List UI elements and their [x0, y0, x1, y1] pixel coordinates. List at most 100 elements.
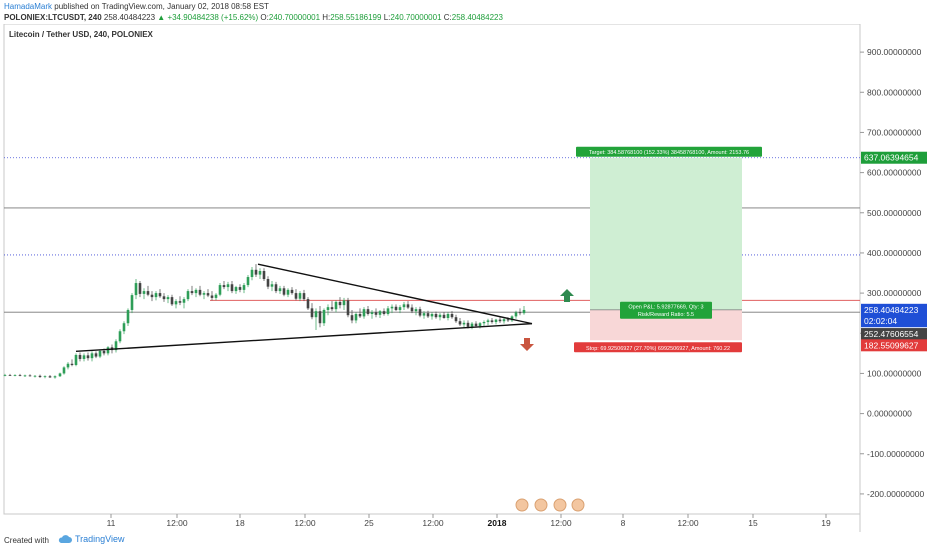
candle-body	[94, 353, 98, 357]
candle-body	[282, 288, 286, 295]
trendlines	[75, 263, 533, 353]
candle-body	[254, 269, 258, 275]
candle-body	[198, 289, 202, 295]
candle-body	[43, 376, 47, 378]
low-label: L:	[383, 13, 391, 22]
x-tick-label: 11	[107, 518, 116, 528]
candle-body	[210, 295, 214, 298]
candle-body	[230, 284, 234, 292]
arrow-up-icon	[560, 289, 574, 302]
last-price: 258.40484223	[103, 13, 156, 22]
candle-body	[146, 291, 150, 295]
candle-body	[98, 350, 102, 357]
price-label-box	[861, 328, 927, 341]
candle-body	[48, 376, 52, 378]
candle-body	[134, 283, 138, 296]
candle-body	[138, 283, 142, 294]
tradingview-brand[interactable]: TradingView	[58, 534, 125, 544]
pnl-box	[620, 301, 712, 319]
x-tick-label: 12:00	[422, 518, 444, 528]
price-chart[interactable]: Litecoin / Tether USD, 240, POLONIEX Tar…	[0, 24, 932, 532]
author-link[interactable]: HamadaMark	[4, 2, 53, 11]
candle-body	[442, 314, 446, 318]
price-change: ▲ +34.90484238 (+15.62%)	[157, 13, 259, 22]
y-tick-label: 0.00000000	[867, 409, 912, 419]
x-tick-label: 12:00	[677, 518, 699, 528]
time-axis[interactable]: 11 12:00 18 12:00 25 12:00 2018 12:00 8 12:00 15 19	[107, 514, 831, 528]
close-label: C:	[443, 13, 452, 22]
candle-body	[306, 299, 310, 309]
event-flag-icon[interactable]	[571, 498, 585, 512]
high-value: 258.55186199	[330, 13, 382, 22]
candle-body	[82, 355, 86, 359]
candles	[3, 264, 526, 379]
candle-body	[126, 309, 130, 324]
candle-body	[398, 307, 402, 310]
chart-background	[0, 24, 932, 532]
candle-body	[486, 320, 490, 323]
close-value: 258.40484223	[451, 13, 503, 22]
pnl-label: Open P&L: 5.92877669, Qty: 3	[628, 304, 703, 310]
price-label: 02:02:04	[864, 316, 897, 326]
candle-body	[23, 375, 27, 377]
candle-body	[438, 314, 442, 318]
stop-label-box	[574, 342, 742, 353]
y-tick-label: 300.00000000	[867, 288, 922, 298]
candle-body	[474, 323, 478, 327]
candle-body	[58, 373, 62, 377]
candle-body	[154, 293, 158, 298]
candle-body	[178, 301, 182, 303]
candle-body	[326, 307, 330, 310]
candle-body	[102, 350, 106, 354]
price-label: 637.06394654	[864, 153, 919, 163]
candle-body	[190, 291, 194, 294]
candle-body	[426, 313, 430, 317]
candle-body	[13, 375, 17, 376]
candle-body	[214, 294, 218, 298]
arrow-down-icon	[520, 338, 534, 351]
y-tick-label: 400.00000000	[867, 248, 922, 258]
candle-body	[446, 313, 450, 318]
candle-body	[166, 297, 170, 300]
x-tick-label: 15	[748, 518, 758, 528]
y-tick-label: -100.00000000	[867, 449, 924, 459]
candle-body	[482, 322, 486, 324]
candle-body	[182, 299, 186, 303]
cloud-logo-icon	[58, 535, 72, 543]
candle-body	[362, 309, 366, 317]
candle-body	[458, 321, 462, 325]
chart-title: Litecoin / Tether USD, 240, POLONIEX	[9, 30, 154, 39]
candle-body	[278, 288, 282, 292]
candle-body	[90, 353, 94, 359]
footer: Created with TradingView	[0, 532, 932, 550]
candle-body	[266, 279, 270, 287]
candle-body	[186, 291, 190, 300]
publish-header: HamadaMark published on TradingView.com,…	[0, 0, 932, 24]
candle-body	[250, 269, 254, 278]
open-label: O:	[260, 13, 269, 22]
candle-body	[194, 289, 198, 294]
event-flag-icon[interactable]	[515, 498, 529, 512]
candle-body	[414, 309, 418, 312]
x-tick-label: 18	[235, 518, 245, 528]
candle-body	[8, 375, 12, 376]
symbol-label: POLONIEX:LTCUSDT, 240	[4, 13, 102, 22]
event-flag-icon[interactable]	[534, 498, 548, 512]
candle-body	[202, 293, 206, 295]
event-flag-icon[interactable]	[553, 498, 567, 512]
candle-body	[258, 271, 262, 275]
candle-body	[334, 301, 338, 310]
target-label: Target: 384.58768100 (152.33%) 384587681…	[589, 150, 749, 156]
candle-body	[294, 293, 298, 299]
trendline	[257, 263, 533, 325]
candle-body	[242, 285, 246, 290]
candle-body	[494, 319, 498, 323]
candle-body	[38, 375, 42, 378]
candle-body	[238, 287, 242, 290]
candle-body	[70, 363, 74, 365]
candle-body	[514, 312, 518, 317]
candle-body	[222, 285, 226, 288]
position-zones: Target: 384.58768100 (152.33%) 384587681…	[574, 146, 762, 353]
candle-body	[470, 323, 474, 327]
price-label-box	[861, 315, 927, 328]
